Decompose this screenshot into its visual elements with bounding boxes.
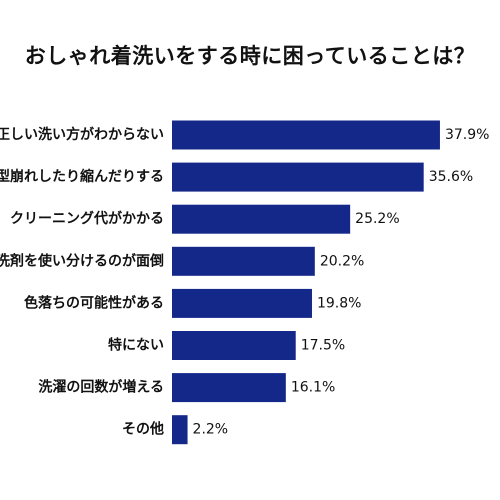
bar [172, 415, 188, 445]
value-label: 2.2% [193, 422, 229, 438]
bar [172, 331, 296, 360]
category-label: 型崩れしたり縮んだりする [0, 168, 164, 185]
value-label: 16.1% [291, 380, 335, 396]
bar [172, 120, 440, 150]
category-label: 特にない [108, 337, 164, 354]
bar [172, 204, 351, 234]
bar [172, 373, 286, 403]
category-label: 色落ちの可能性がある [24, 294, 164, 311]
category-label: その他 [122, 421, 164, 438]
category-label: 洗濯の回数が増える [38, 379, 164, 396]
category-label: クリーニング代がかかる [10, 210, 164, 227]
category-label: 正しい洗い方がわからない [0, 126, 164, 143]
value-label: 20.2% [320, 253, 364, 269]
value-label: 19.8% [317, 295, 361, 311]
category-label: 洗剤を使い分けるのが面倒 [0, 252, 164, 269]
bar [172, 162, 424, 192]
bar [172, 246, 315, 276]
value-label: 35.6% [429, 169, 473, 185]
bar [172, 288, 312, 318]
chart-title: おしゃれ着洗いをする時に困っていることは？ [24, 44, 476, 68]
value-label: 17.5% [301, 338, 345, 354]
value-label: 37.9% [445, 127, 489, 143]
value-label: 25.2% [355, 211, 399, 227]
